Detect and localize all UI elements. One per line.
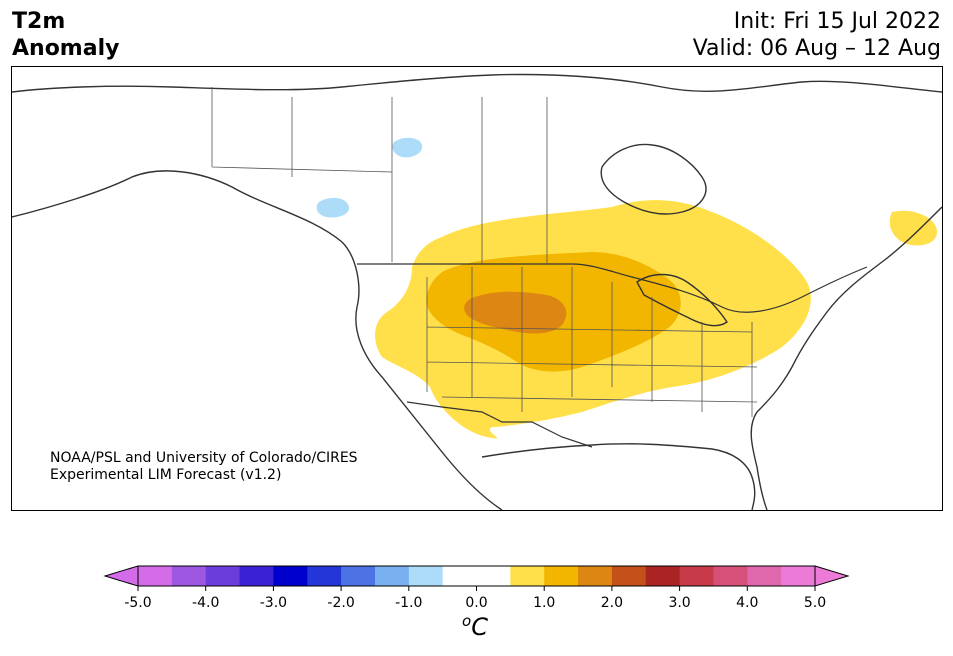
colorbar-bin [713,566,748,586]
colorbar-bin [747,566,782,586]
us-mexico-border [406,401,593,448]
valid-date: Valid: 06 Aug – 12 Aug [692,36,941,61]
colorbar-tick-label: 1.0 [533,595,555,611]
colorbar-bin [611,566,647,586]
colorbar-bin [476,566,511,586]
colorbar-bin [645,566,681,586]
colorbar-unit: oC [462,612,488,641]
coastline-hudson-bay [600,143,707,215]
colorbar-tick-label: -4.0 [192,595,219,611]
colorbar-bin [307,566,342,586]
colorbar-bin [205,566,241,586]
colorbar-tick-label: 5.0 [804,595,826,611]
anomaly-map [12,73,942,510]
colorbar-tick-label: -5.0 [124,595,151,611]
coastline-atlantic [750,206,942,510]
great-lakes [636,273,728,327]
colorbar-bin [273,566,308,586]
colorbar-bin [171,566,207,586]
canada-us-border [357,263,868,313]
colorbar-bin [408,566,444,586]
coastline-gulf [481,443,756,510]
colorbar-bin [239,566,274,586]
colorbar-tick-label: 0.0 [465,595,487,611]
unit-degree: o [462,612,472,630]
map-title: T2m Anomaly [12,8,119,62]
colorbar-max-arrow [814,565,850,587]
colorbar-min-arrow [103,565,139,587]
colorbar-bin [781,566,816,586]
state-lines [426,267,758,417]
colorbar-bin [341,566,376,586]
title-line1: T2m [12,9,66,34]
colorbar-tick-label: -1.0 [395,595,422,611]
colorbar-tick-label: -3.0 [260,595,287,611]
colorbar-bins [138,566,816,586]
colorbar-bin [374,566,410,586]
coastline-pacific [12,170,503,510]
coastline-arctic [12,73,942,93]
anomaly-region-blue-2 [316,197,350,218]
colorbar-bin [544,566,579,586]
map-outlines [12,73,942,510]
credit-line1: NOAA/PSL and University of Colorado/CIRE… [50,450,358,466]
colorbar-tick-label: 4.0 [736,595,758,611]
colorbar-bin [679,566,714,586]
province-lines [211,87,548,264]
colorbar-tick-label: 2.0 [601,595,623,611]
title-line2: Anomaly [12,36,120,61]
init-date: Init: Fri 15 Jul 2022 [733,9,941,34]
colorbar-bin [442,566,477,586]
unit-letter: C [471,613,488,641]
colorbar-tick-label: -2.0 [327,595,354,611]
colorbar-bin [138,566,173,586]
map-panel: NOAA/PSL and University of Colorado/CIRE… [11,66,943,511]
anomaly-region-blue-1 [392,137,423,158]
anomaly-region-light-yellow-east [889,210,937,246]
forecast-dates: Init: Fri 15 Jul 2022 Valid: 06 Aug – 12… [693,8,941,62]
colorbar-bin [510,566,545,586]
anomaly-region-dark-orange [464,291,567,334]
credit-line2: Experimental LIM Forecast (v1.2) [50,467,282,483]
colorbar-bin [578,566,613,586]
colorbar-ticks: -5.0 -4.0 -3.0 -2.0 -1.0 0.0 1.0 2.0 3.0 4.0 5.0 [124,586,826,611]
colorbar-tick-label: 3.0 [668,595,690,611]
credit-text: NOAA/PSL and University of Colorado/CIRE… [50,450,358,484]
